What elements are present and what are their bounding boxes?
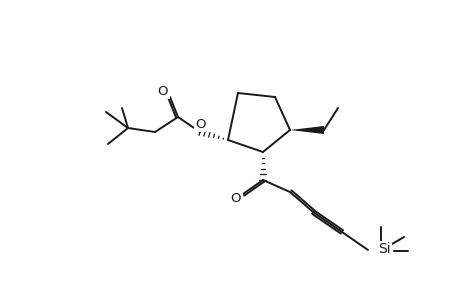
Text: O: O bbox=[230, 191, 241, 205]
Text: O: O bbox=[196, 118, 206, 130]
Text: Si: Si bbox=[377, 242, 390, 256]
Polygon shape bbox=[289, 126, 323, 134]
Text: O: O bbox=[157, 85, 168, 98]
